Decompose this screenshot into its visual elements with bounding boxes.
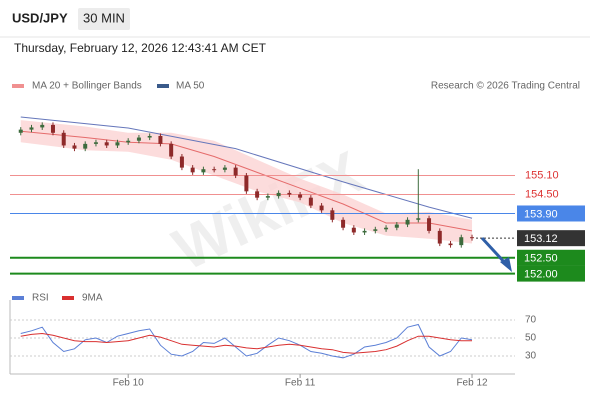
candle-body <box>50 124 55 133</box>
candle-body <box>147 135 152 138</box>
candle-body <box>448 243 453 246</box>
candle-body <box>319 205 324 211</box>
candle-body <box>287 192 292 195</box>
candle-body <box>255 191 260 198</box>
x-tick-label: Feb 10 <box>113 378 145 389</box>
ma50-line <box>20 116 473 219</box>
level-box <box>517 205 585 222</box>
candle-body <box>405 219 410 225</box>
level-label: 155.10 <box>525 169 559 181</box>
candle-body <box>341 219 346 228</box>
candle-body <box>93 142 98 144</box>
candle-body <box>222 167 227 170</box>
credit: Research © 2026 Trading Central <box>431 81 580 92</box>
candle-body <box>83 143 88 149</box>
candle-body <box>308 197 313 206</box>
symbol: USD/JPY <box>12 10 68 25</box>
candle-body <box>298 194 303 198</box>
legend-label: MA 20 + Bollinger Bands <box>32 81 142 92</box>
rsi-tick-label: 50 <box>525 333 537 344</box>
legend-label: 9MA <box>82 293 103 304</box>
plot: 155.10 154.50 153.90 153.12 152.50 152.00 70 50… <box>10 116 585 389</box>
level-label: 152.00 <box>524 269 558 281</box>
timeframe-box <box>78 8 130 30</box>
candle-body <box>233 167 238 176</box>
candle-body <box>115 142 120 146</box>
rsi-line <box>20 323 473 359</box>
candle-body <box>61 132 66 146</box>
x-tick-label: Feb 11 <box>285 378 316 389</box>
candle-body <box>136 137 141 141</box>
candle-body <box>212 169 217 171</box>
candle-body <box>373 229 378 231</box>
level-box <box>517 249 585 266</box>
legend-swatch <box>12 84 24 88</box>
candle-body <box>362 230 367 233</box>
rsi-tick-label: 30 <box>525 351 537 362</box>
legend-swatch <box>157 84 169 88</box>
legend-swatch <box>12 296 24 300</box>
candle-body <box>276 192 281 197</box>
candle-body <box>384 227 389 230</box>
candle-body <box>72 145 77 149</box>
candle-body <box>179 156 184 168</box>
rsi-tick-label: 70 <box>525 315 537 326</box>
candle-body <box>265 196 270 198</box>
candle-body <box>126 140 131 143</box>
level-label: 152.50 <box>524 253 558 265</box>
level-label: 153.12 <box>524 233 558 245</box>
candle-body <box>470 237 475 239</box>
level-label: 153.90 <box>524 208 558 220</box>
x-tick-label: Feb 12 <box>456 378 488 389</box>
forecast-arrowhead <box>500 257 512 272</box>
candle-body <box>437 230 442 244</box>
candle-body <box>104 142 109 146</box>
candle-body <box>330 210 335 220</box>
candle-body <box>459 237 464 246</box>
ma9-line <box>20 332 473 354</box>
candle-body <box>351 227 356 233</box>
candle-body <box>244 175 249 192</box>
level-box <box>517 230 585 247</box>
timeframe: 30 MIN <box>83 10 125 25</box>
candle-body <box>169 143 174 157</box>
candle-body <box>29 127 34 130</box>
ma20-line <box>20 130 473 232</box>
candle-body <box>18 129 23 133</box>
candle-body <box>201 169 206 173</box>
candle-body <box>40 124 45 128</box>
legend-label: MA 50 <box>176 81 205 92</box>
timestamp: Thursday, February 12, 2026 12:43:41 AM … <box>14 41 267 55</box>
level-box <box>517 265 585 282</box>
legend-label: RSI <box>32 293 49 304</box>
candle-body <box>158 135 163 144</box>
candle-body <box>394 224 399 228</box>
candle-body <box>190 167 195 173</box>
legend-swatch <box>62 296 74 300</box>
candle-body <box>427 218 432 231</box>
forecast-arrow <box>480 236 508 266</box>
level-label: 154.50 <box>525 188 559 200</box>
candle-body <box>416 218 421 220</box>
